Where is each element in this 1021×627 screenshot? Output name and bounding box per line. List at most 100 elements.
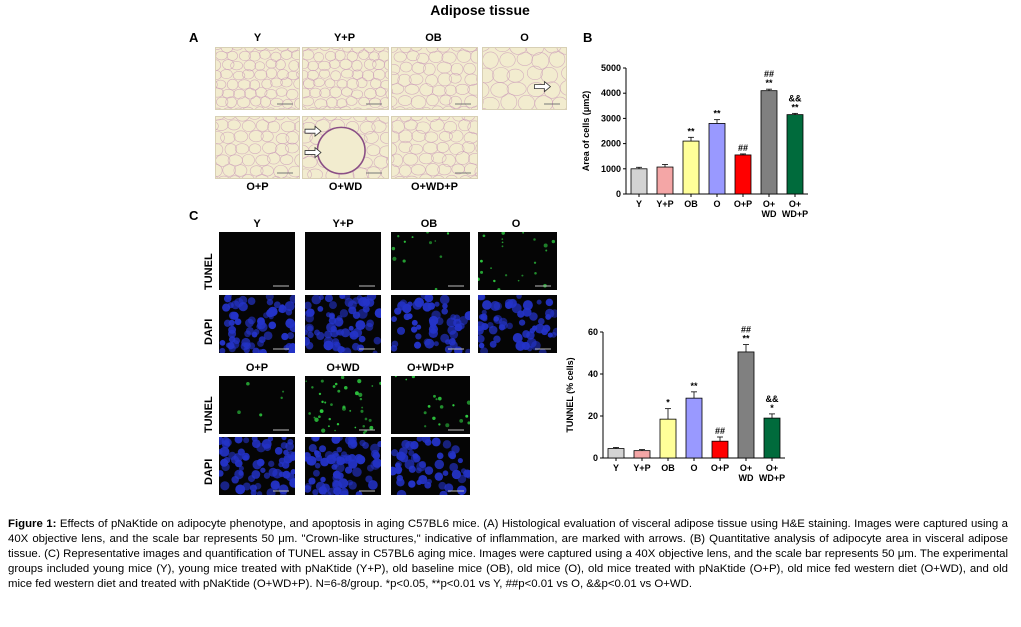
bar <box>656 166 674 195</box>
x-tick-label: Y+P <box>633 463 650 473</box>
bar <box>682 140 700 195</box>
y-tick-label: 40 <box>588 369 598 379</box>
significance-label: ## <box>715 426 725 436</box>
bar <box>786 114 804 195</box>
x-tick-label: O+ <box>740 463 752 473</box>
tunel-label-y: Y <box>253 218 261 230</box>
he-label-op: O+P <box>246 181 269 193</box>
y-tick-label: 1000 <box>601 164 621 174</box>
panel-label-c: C <box>189 208 199 223</box>
tunel-image-y <box>219 232 295 290</box>
y-tick-label: 4000 <box>601 88 621 98</box>
significance-label: && <box>789 93 802 103</box>
x-tick-label: O+P <box>711 463 729 473</box>
figure-caption: Figure 1: Effects of pNaKtide on adipocy… <box>8 517 1008 592</box>
bar <box>633 450 651 459</box>
dapi-image-op <box>219 437 295 495</box>
dapi-image-owd <box>305 437 381 495</box>
significance-label: ** <box>713 109 721 119</box>
tunel-label-ob: OB <box>420 218 438 230</box>
x-tick-label: WD <box>739 473 754 483</box>
x-tick-label: WD+P <box>782 209 808 219</box>
he-label-owdp: O+WD+P <box>410 181 459 193</box>
dapi-image-ob <box>391 295 470 353</box>
he-label-ob: OB <box>425 32 442 44</box>
tunel-image-op <box>219 376 295 434</box>
bar <box>708 123 726 195</box>
significance-label: ** <box>690 381 698 391</box>
he-image-yp <box>302 47 389 110</box>
y-tick-label: 0 <box>616 189 621 199</box>
significance-label: ## <box>741 325 751 335</box>
y-axis-label: Area of cells (μm2) <box>581 91 591 172</box>
he-label-yp: Y+P <box>333 32 356 44</box>
significance-label: ** <box>791 102 799 112</box>
bar <box>763 417 781 459</box>
tunel-image-o <box>478 232 557 290</box>
tunel-image-owdp <box>391 376 470 434</box>
y-axis-label: TUNNEL (% cells) <box>566 357 575 432</box>
y-tick-label: 5000 <box>601 63 621 73</box>
he-image-op <box>215 116 300 179</box>
row-label-dapi-top: DAPI <box>203 318 215 345</box>
cell-area-chart-svg: Area of cells (μm2) 0 1000 2000 3000 4000 5000… <box>581 63 808 219</box>
bar <box>737 351 755 459</box>
bar <box>630 168 648 195</box>
he-image-owd <box>302 116 389 179</box>
bar <box>760 90 778 195</box>
panel-label-a: A <box>189 30 199 45</box>
x-tick-label: WD+P <box>759 473 785 483</box>
tunel-label-yp: Y+P <box>332 218 354 230</box>
tunel-image-owd <box>305 376 381 434</box>
tunel-label-op: O+P <box>245 362 269 374</box>
significance-label: * <box>666 398 670 408</box>
he-image-y <box>215 47 300 110</box>
he-image-ob <box>391 47 478 110</box>
x-tick-label: O+ <box>766 463 778 473</box>
tunel-chart-svg: TUNNEL (% cells) 0 20 40 60 Y Y+P * OB ** O ## O+P ##… <box>565 325 785 483</box>
y-tick-label: 20 <box>588 411 598 421</box>
row-label-dapi-bottom: DAPI <box>203 458 215 485</box>
row-label-tunel-bottom: TUNEL <box>203 396 215 433</box>
bar <box>685 397 703 459</box>
x-tick-label: OB <box>661 463 675 473</box>
he-label-y: Y <box>253 32 262 44</box>
panel-label-b: B <box>583 30 593 45</box>
caption-text: Effects of pNaKtide on adipocyte phenoty… <box>8 518 1009 590</box>
bar <box>659 418 677 459</box>
x-tick-label: Y+P <box>656 199 673 209</box>
significance-label: ## <box>764 69 774 79</box>
x-tick-label: O <box>690 463 697 473</box>
tunel-image-yp <box>305 232 381 290</box>
significance-label: ## <box>738 143 748 153</box>
x-tick-label: Y <box>636 199 642 209</box>
x-tick-label: O <box>713 199 720 209</box>
bar <box>711 440 729 459</box>
he-image-o <box>482 47 567 110</box>
tunel-label-owdp: O+WD+P <box>406 362 455 374</box>
tunel-chart: TUNNEL (% cells) 0 20 40 60 Y Y+P * OB ** O ## O+P ##… <box>565 322 836 497</box>
x-tick-label: O+ <box>789 199 801 209</box>
bar <box>734 154 752 195</box>
x-tick-label: O+P <box>734 199 752 209</box>
dapi-image-owdp <box>391 437 470 495</box>
significance-label: && <box>766 394 779 404</box>
caption-label: Figure 1: <box>8 518 57 530</box>
he-label-owd: O+WD <box>328 181 363 193</box>
row-label-tunel-top: TUNEL <box>203 253 215 290</box>
he-image-owdp <box>391 116 478 179</box>
tunel-label-o: O <box>511 218 521 230</box>
significance-label: ** <box>687 126 695 136</box>
y-tick-label: 2000 <box>601 139 621 149</box>
x-tick-label: Y <box>613 463 619 473</box>
y-tick-label: 3000 <box>601 113 621 123</box>
figure-title: Adipose tissue <box>430 2 530 18</box>
bar <box>607 448 625 459</box>
dapi-image-o <box>478 295 557 353</box>
tunel-image-ob <box>391 232 470 290</box>
tunel-label-owd: O+WD <box>326 362 360 374</box>
dapi-image-y <box>219 295 295 353</box>
he-label-o: O <box>520 32 529 44</box>
cell-area-chart: Area of cells (μm2) 0 1000 2000 3000 4000 5000… <box>574 58 834 228</box>
dapi-image-yp <box>305 295 381 353</box>
